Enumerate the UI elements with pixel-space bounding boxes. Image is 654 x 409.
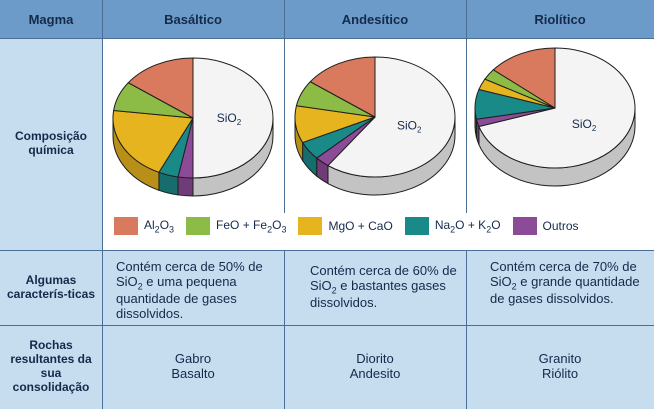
characteristics-riolitico: Contém cerca de 70% de SiO2 e grande qua… (466, 250, 654, 325)
row-rochas-label: Rochas resultantes da sua consolidação (10, 338, 92, 394)
legend-item-al2o3: Al2O3 (114, 217, 174, 235)
grid-line (284, 0, 285, 38)
characteristics-riolitico-post: e grande quantidade de gases dissolvidos… (490, 273, 640, 306)
legend-swatch-outros (512, 217, 537, 235)
rocks-riolitico: Granito Riólito (466, 325, 654, 409)
legend-label-na2o: Na2O + K2O (434, 217, 501, 235)
row-header-caracteristicas: Algumas caracterís-ticas (0, 250, 102, 325)
rock-riolito: Riólito (541, 366, 579, 381)
legend-swatch-na2o (404, 217, 429, 235)
header-andesitico: Andesítico (284, 0, 466, 38)
rock-granito: Granito (538, 351, 582, 367)
row-header-composicao: Composição química (0, 38, 102, 250)
legend-swatch-mgo (298, 217, 323, 235)
legend-label-mgo: MgO + CaO (328, 219, 393, 233)
rock-diorito: Diorito (356, 351, 394, 367)
grid-line (284, 38, 285, 213)
characteristics-andesitico: Contém cerca de 60% de SiO2 e bastantes … (284, 250, 466, 325)
characteristics-basaltico-sub: 2 (137, 281, 143, 292)
characteristics-andesitico-pre: Contém cerca de 60% de SiO (310, 263, 457, 293)
row-caracteristicas-label: Algumas caracterís-ticas (6, 272, 96, 301)
rock-gabro: Gabro (174, 351, 212, 367)
legend-item-mgo: MgO + CaO (298, 217, 393, 235)
characteristics-andesitico-sub: 2 (331, 285, 337, 296)
rocks-basaltico: Gabro Basalto (102, 325, 284, 409)
legend-item-na2o: Na2O + K2O (404, 217, 501, 235)
grid-line (0, 325, 654, 326)
header-basaltico-label: Basáltico (164, 11, 222, 27)
header-basaltico: Basáltico (102, 0, 284, 38)
rock-basalto: Basalto (171, 366, 215, 381)
legend: Al2O3 FeO + Fe2O3 MgO + CaO Na2O + K2O O… (114, 213, 591, 239)
characteristics-riolitico-sub: 2 (511, 281, 517, 292)
legend-item-feo: FeO + Fe2O3 (186, 217, 286, 235)
row-header-rochas: Rochas resultantes da sua consolidação (0, 325, 102, 409)
header-magma: Magma (0, 0, 102, 38)
characteristics-basaltico: Contém cerca de 50% de SiO2 e uma pequen… (102, 250, 284, 325)
grid-line (284, 250, 285, 409)
header-magma-label: Magma (28, 11, 74, 27)
header-riolitico-label: Riolítico (534, 11, 586, 27)
grid-line (466, 0, 467, 38)
rocks-andesitico: Diorito Andesito (284, 325, 466, 409)
rock-andesito: Andesito (349, 366, 401, 381)
legend-item-outros: Outros (512, 217, 579, 235)
legend-label-outros: Outros (542, 219, 579, 233)
legend-label-al2o3: Al2O3 (144, 217, 175, 235)
legend-swatch-al2o3 (114, 217, 138, 235)
characteristics-riolitico-pre: Contém cerca de 70% de SiO (490, 259, 637, 289)
header-riolitico: Riolítico (466, 0, 654, 38)
legend-label-feo: FeO + Fe2O3 (216, 217, 287, 235)
row-composicao-label: Composição química (14, 129, 87, 157)
grid-line (102, 0, 103, 409)
grid-line (466, 38, 467, 213)
grid-line (0, 250, 654, 251)
grid-line (466, 250, 467, 409)
grid-line (0, 38, 654, 39)
characteristics-basaltico-post: e uma pequena quantidade de gases dissol… (116, 273, 237, 321)
characteristics-andesitico-post: e bastantes gases dissolvidos. (310, 277, 446, 310)
legend-swatch-feo (186, 217, 211, 235)
header-andesitico-label: Andesítico (341, 11, 409, 27)
characteristics-basaltico-pre: Contém cerca de 50% de SiO (116, 259, 263, 289)
